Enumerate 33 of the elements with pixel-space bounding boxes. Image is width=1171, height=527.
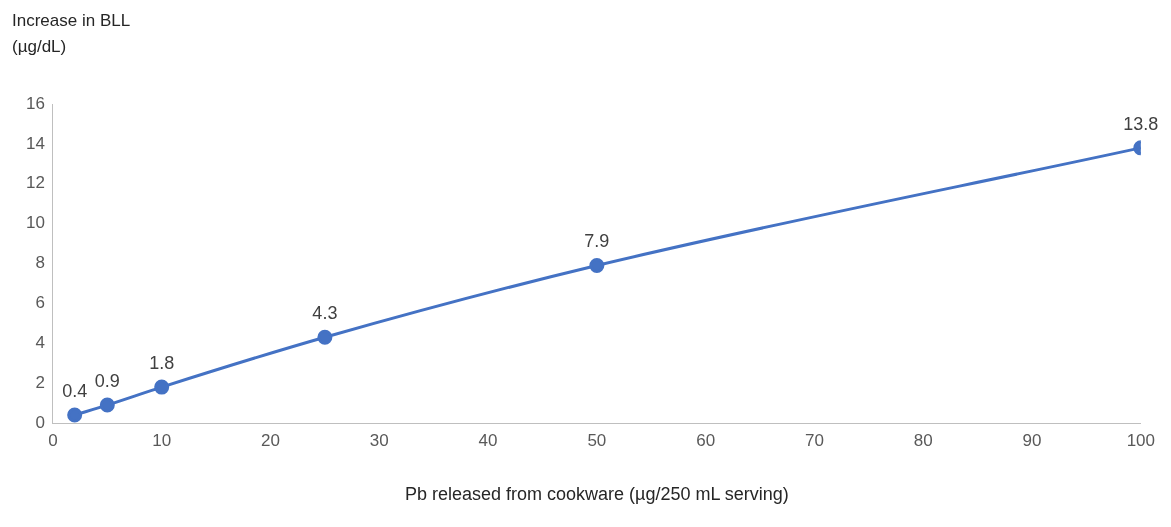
data-label: 0.4 (62, 380, 88, 401)
data-label: 1.8 (149, 353, 175, 374)
y-tick-label: 12 (25, 173, 45, 193)
x-tick-label: 10 (152, 430, 172, 450)
y-axis-title: Increase in BLL (µg/dL) (12, 10, 131, 58)
x-tick-label: 70 (804, 430, 824, 450)
point (67, 407, 83, 423)
x-tick-label: 0 (48, 430, 58, 450)
y-tick-label: 16 (25, 93, 45, 113)
x-tick-label: 30 (369, 430, 389, 450)
y-tick-label: 2 (35, 372, 45, 392)
y-tick-label: 6 (35, 293, 45, 313)
x-tick-label: 80 (913, 430, 933, 450)
data-label: 13.8 (1123, 113, 1159, 134)
x-tick-label: 50 (587, 430, 607, 450)
y-tick-label: 4 (35, 332, 45, 352)
x-tick-label: 40 (478, 430, 498, 450)
x-tick-label: 20 (261, 430, 280, 450)
y-tick-label: 10 (25, 213, 45, 233)
x-tick-label: 100 (1126, 430, 1156, 450)
point (317, 329, 333, 345)
x-axis-title: Pb released from cookware (µg/250 mL serving) (404, 484, 789, 505)
data-label: 7.9 (584, 231, 610, 252)
x-tick-label: 60 (696, 430, 716, 450)
data-label: 4.3 (312, 303, 338, 324)
y-tick-label: 8 (35, 253, 45, 273)
y-tick-label: 14 (25, 133, 45, 153)
x-tick-label: 90 (1022, 430, 1042, 450)
y-tick-label: 0 (35, 412, 45, 432)
point (589, 257, 605, 273)
point (154, 379, 170, 395)
data-label: 0.9 (94, 371, 120, 392)
point (99, 397, 115, 413)
